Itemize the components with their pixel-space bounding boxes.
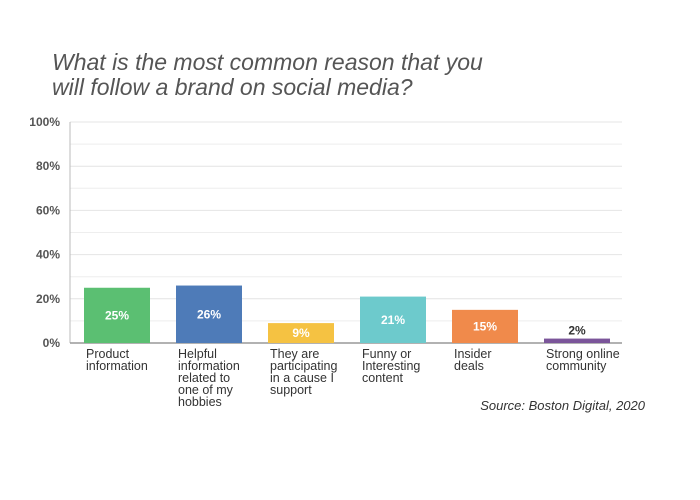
bar-value-label: 9% bbox=[292, 326, 310, 340]
bar bbox=[268, 323, 334, 343]
x-category-label: Helpful information related to one of my hob… bbox=[178, 347, 240, 409]
x-category-label: Strong online community bbox=[546, 347, 620, 373]
y-tick-label: 100% bbox=[29, 115, 60, 129]
y-tick-label: 40% bbox=[36, 248, 60, 262]
bar-value-label: 25% bbox=[105, 308, 129, 322]
bar bbox=[452, 309, 518, 343]
y-tick-label: 80% bbox=[36, 159, 60, 173]
bar-value-label: 21% bbox=[381, 313, 405, 327]
bar-value-label: 15% bbox=[473, 319, 497, 333]
x-category-label: Insider deals bbox=[454, 347, 492, 373]
chart-title-line-2: will follow a brand on social media? bbox=[52, 74, 413, 100]
bar bbox=[176, 285, 242, 343]
bar bbox=[544, 338, 610, 343]
chart-title: What is the most common reason that you … bbox=[52, 50, 672, 100]
x-category-label: Product information bbox=[86, 347, 148, 373]
y-tick-label: 20% bbox=[36, 292, 60, 306]
x-category-label: Funny or Interesting content bbox=[362, 347, 420, 385]
bar bbox=[360, 296, 426, 343]
y-tick-label: 0% bbox=[43, 336, 61, 350]
bar-value-label: 2% bbox=[568, 324, 586, 338]
source-note: Source: Boston Digital, 2020 bbox=[480, 398, 645, 413]
chart-title-line-1: What is the most common reason that you bbox=[52, 49, 483, 75]
bar bbox=[84, 287, 150, 343]
bar-value-label: 26% bbox=[197, 307, 221, 321]
y-tick-label: 60% bbox=[36, 203, 60, 217]
